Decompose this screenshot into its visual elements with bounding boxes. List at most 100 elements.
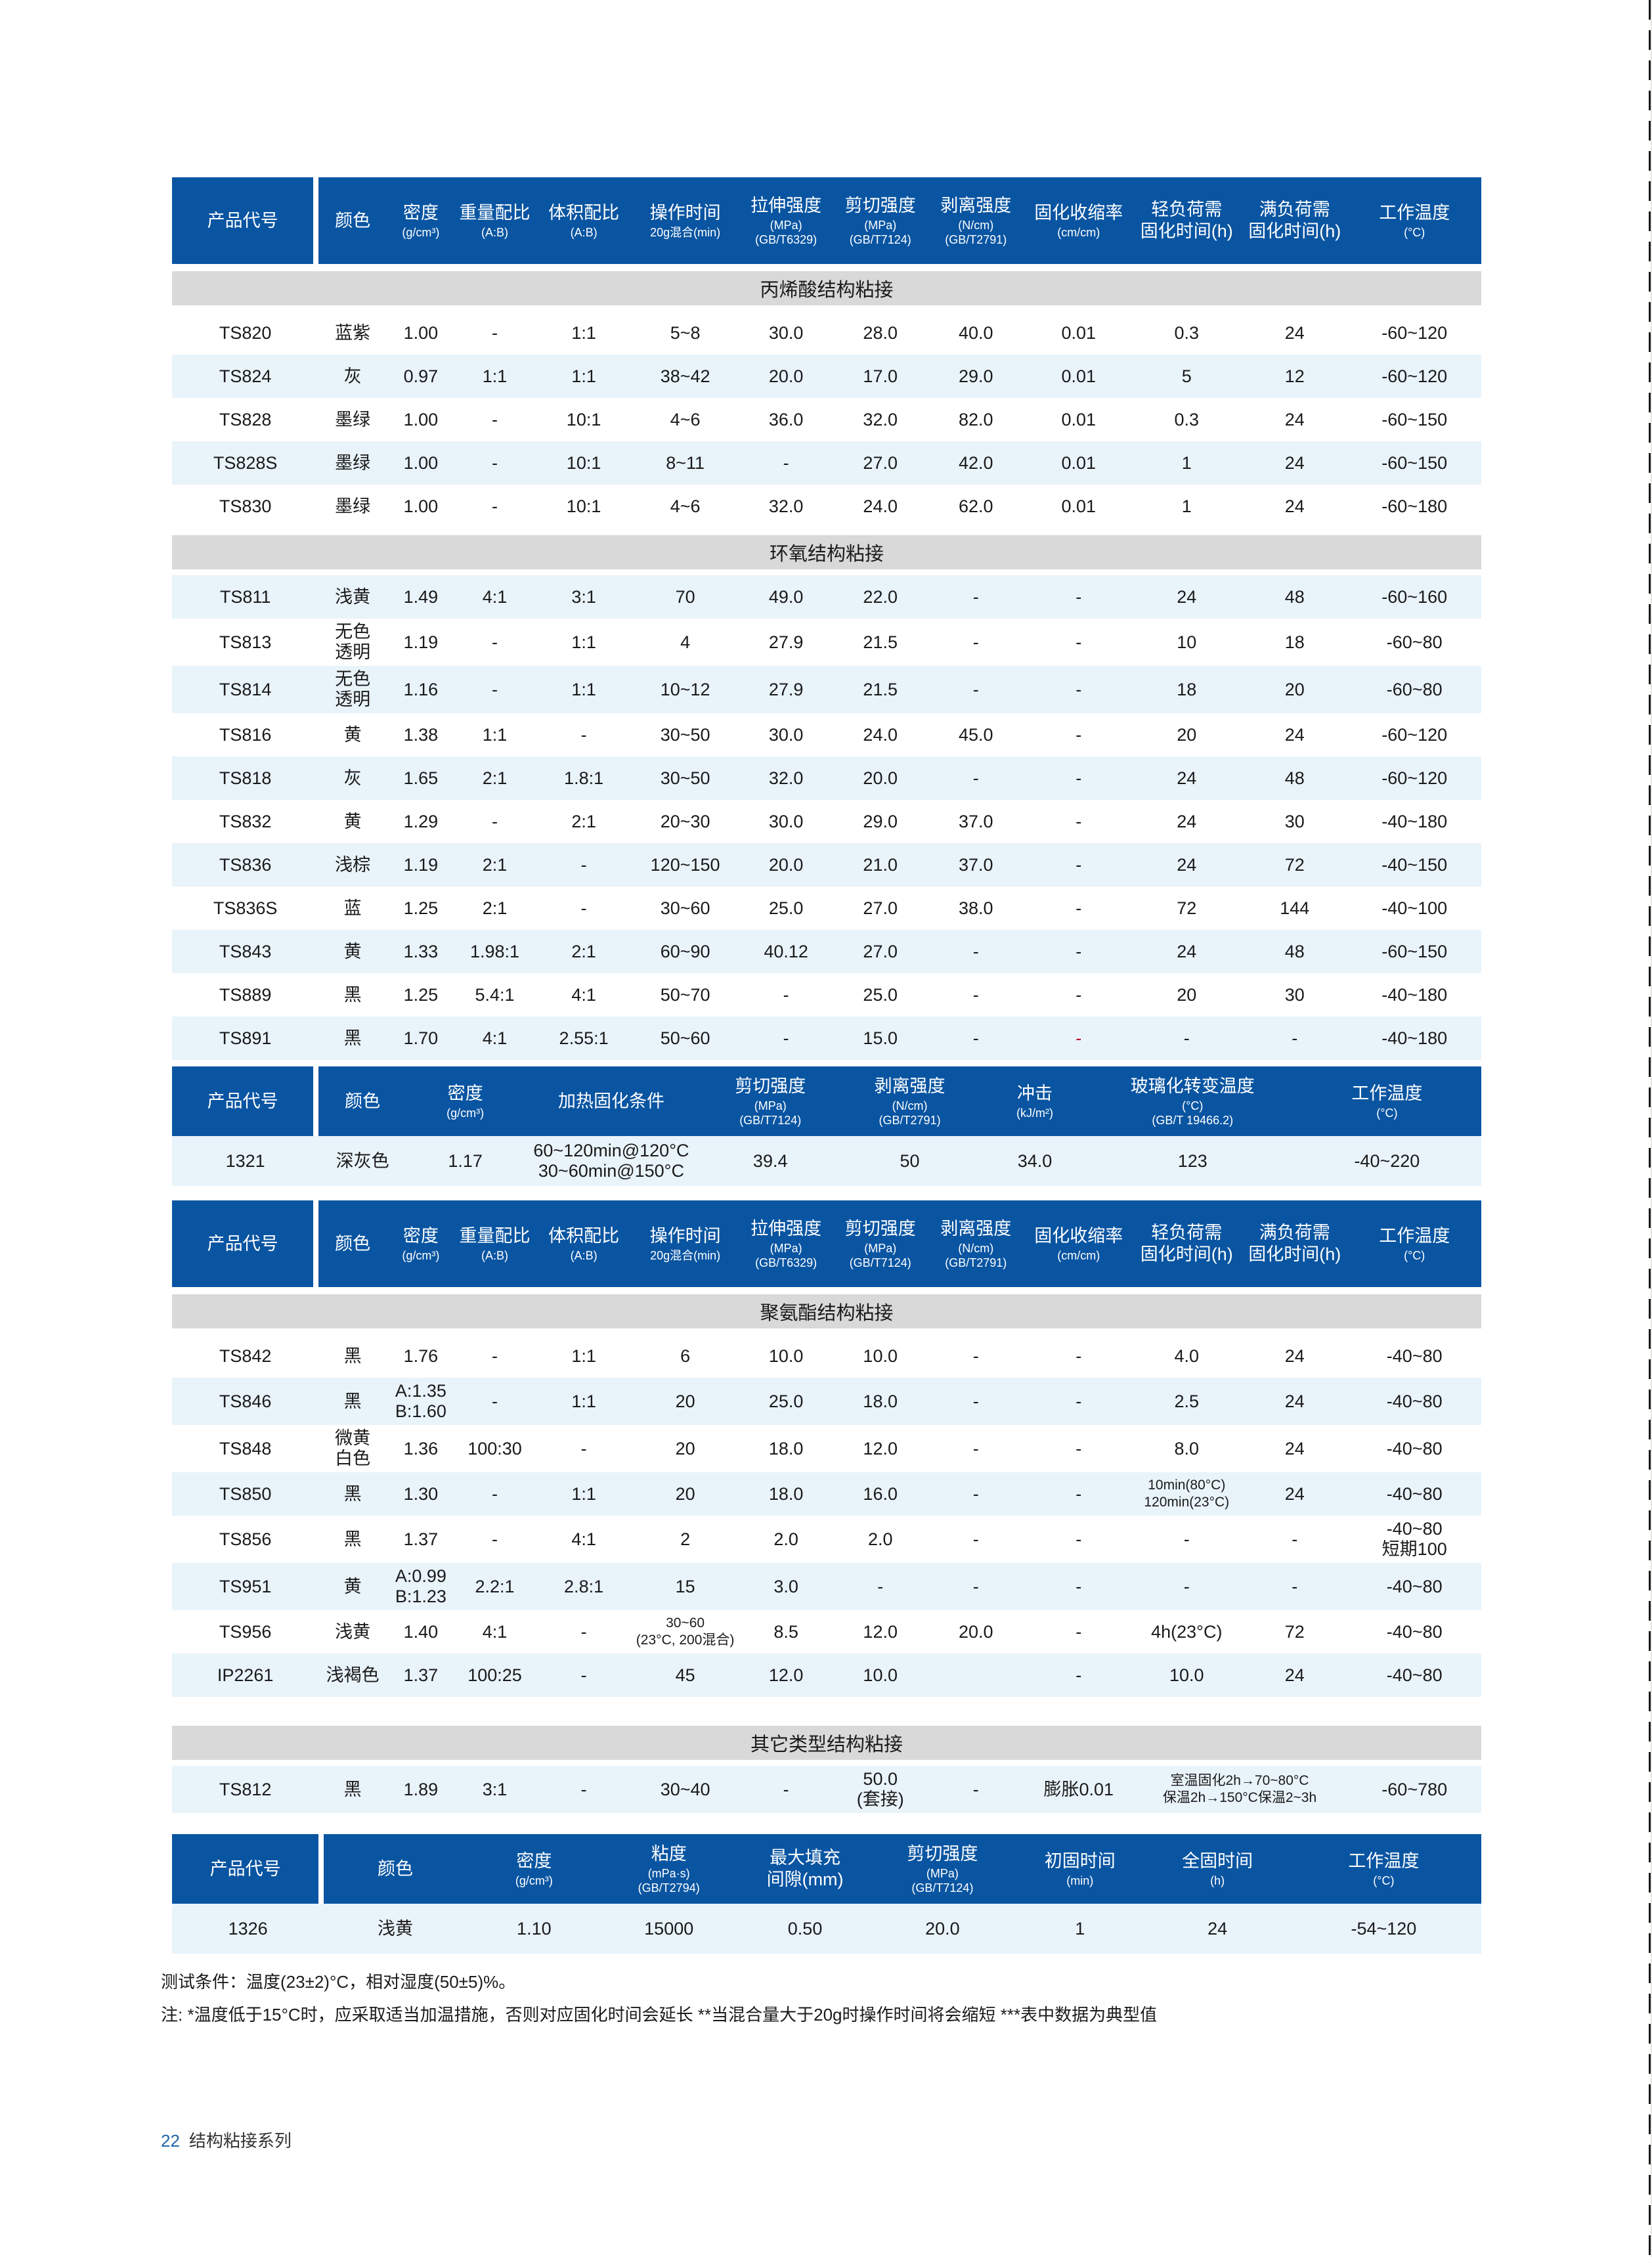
cell: 45.0 xyxy=(958,724,993,745)
cell: 36.0 xyxy=(768,409,804,429)
cell: 30.0 xyxy=(768,811,804,831)
cell: 10:1 xyxy=(566,452,601,473)
cell: 21.5 xyxy=(863,632,898,652)
cell: -60~780 xyxy=(1381,1779,1448,1799)
cell: 1.76 xyxy=(403,1346,439,1366)
cell: 38.0 xyxy=(958,898,993,918)
column-header-title: 固化收缩率 xyxy=(1034,1225,1123,1246)
column-header-unit: (mPa·s) (GB/T2794) xyxy=(638,1866,700,1895)
cell: 1:1 xyxy=(571,1483,596,1504)
column-header-unit: (cm/cm) xyxy=(1057,1248,1100,1262)
cell: 72 xyxy=(1177,898,1197,918)
column-header-title: 粘度 xyxy=(651,1843,687,1864)
cell: TS889 xyxy=(219,984,272,1005)
column-header-unit: (°C) (GB/T 19466.2) xyxy=(1152,1099,1234,1127)
cell: -40~220 xyxy=(1354,1150,1420,1171)
cell: 浅黄 xyxy=(335,586,371,607)
cell: 4:1 xyxy=(571,1529,596,1549)
cell: 1.16 xyxy=(403,679,439,699)
cell: 1:1 xyxy=(482,366,508,386)
column-header-unit: (N/cm) (GB/T2791) xyxy=(945,1241,1007,1269)
cell: - xyxy=(1076,1028,1082,1048)
column-header: 工作温度 (°C) xyxy=(1348,177,1481,264)
cell: -54~120 xyxy=(1351,1918,1417,1939)
table-row: TS820 蓝紫 1.00 - 1:1 5~8 30.0 28.0 40.0 0.01 0.3 24 -… xyxy=(172,311,1481,355)
cell: 18 xyxy=(1284,632,1305,652)
cell: 2:1 xyxy=(571,811,596,831)
column-header-unit: (A:B) xyxy=(481,1248,508,1262)
table-row: TS843 黄 1.33 1.98:1 2:1 60~90 40.12 27.0 - - 24 48 -… xyxy=(172,930,1481,973)
column-header: 密度 (g/cm³) xyxy=(387,1200,455,1287)
cell: - xyxy=(972,1779,979,1799)
table-row: TS812 黑 1.89 3:1 - 30~40 - 50.0 (套接) - 膨胀0.01 室温固化… xyxy=(172,1766,1481,1813)
cell: 24 xyxy=(1284,724,1305,745)
column-header: 拉伸强度 (MPa) (GB/T6329) xyxy=(737,1200,835,1287)
cell: -40~180 xyxy=(1381,1028,1448,1048)
column-header-unit: (N/cm) (GB/T2791) xyxy=(945,218,1007,246)
cell: - xyxy=(580,1665,587,1685)
cell: - xyxy=(580,1621,587,1642)
column-header-unit: (°C) xyxy=(1376,1106,1398,1120)
column-header-title: 剪切强度 xyxy=(844,195,916,215)
cell: TS842 xyxy=(219,1346,272,1366)
cell: 24 xyxy=(1284,1346,1305,1366)
table-row: TS891 黑 1.70 4:1 2.55:1 50~60 - 15.0 - - - - -40~180 xyxy=(172,1017,1481,1060)
cell: - xyxy=(1076,1391,1082,1411)
cell: 4:1 xyxy=(482,1621,508,1642)
cell: 8.0 xyxy=(1174,1438,1200,1458)
cell: 黄 xyxy=(343,1576,362,1596)
cell: 37.0 xyxy=(958,854,993,875)
cell: 2:1 xyxy=(571,941,596,961)
cell: 2:1 xyxy=(482,854,508,875)
cell: 50~60 xyxy=(660,1028,710,1048)
cell: -40~80 短期100 xyxy=(1381,1519,1447,1559)
cell: 20.0 xyxy=(863,768,898,788)
column-header-title: 产品代号 xyxy=(207,1233,278,1254)
cell: - xyxy=(972,1028,979,1048)
cell: 29.0 xyxy=(863,811,898,831)
column-header: 全固时间 (h) xyxy=(1148,1834,1286,1904)
cell: 30.0 xyxy=(768,724,804,745)
column-header-unit: (MPa) (GB/T7124) xyxy=(739,1099,802,1127)
heat-cure-spec-table: 产品代号 颜色 密度 (g/cm³) 加热固化条件 剪切强度 (MPa) (GB/T7124… xyxy=(172,1066,1481,1186)
cell: 0.3 xyxy=(1174,322,1200,343)
cell: TS843 xyxy=(219,941,272,961)
cell: 黑 xyxy=(343,1391,362,1411)
cell: 18.0 xyxy=(768,1438,804,1458)
column-header-title: 工作温度 xyxy=(1351,1083,1423,1103)
cell: 18.0 xyxy=(768,1483,804,1504)
cell: 24 xyxy=(1177,941,1197,961)
cell: 20~30 xyxy=(660,811,710,831)
cell: 48 xyxy=(1284,768,1305,788)
cell: 0.01 xyxy=(1061,366,1097,386)
column-header-title: 初固时间 xyxy=(1044,1851,1116,1871)
cell: 48 xyxy=(1284,586,1305,607)
cell: 黑 xyxy=(343,1346,362,1366)
table-row: TS836 浅棕 1.19 2:1 - 120~150 20.0 21.0 37.0 - 24 72 -… xyxy=(172,843,1481,887)
table-row: TS848 微黄 白色 1.36 100:30 - 20 18.0 12.0 - - 8.0 24 -4… xyxy=(172,1425,1481,1472)
cell: 2.2:1 xyxy=(475,1576,515,1596)
cell: - xyxy=(492,811,498,831)
cell: 10:1 xyxy=(566,409,601,429)
cell: 0.01 xyxy=(1061,322,1097,343)
cell: TS850 xyxy=(219,1483,272,1504)
cell: 25.0 xyxy=(768,898,804,918)
cell: 1.8:1 xyxy=(564,768,604,788)
cell: - xyxy=(1076,854,1082,875)
cell: 1.17 xyxy=(448,1150,483,1171)
cell: 1.00 xyxy=(403,409,439,429)
cell: 42.0 xyxy=(958,452,993,473)
column-header: 体积配比 (A:B) xyxy=(534,1200,633,1287)
cell: 0.3 xyxy=(1174,409,1200,429)
cell: 灰 xyxy=(343,768,362,788)
cell: 墨绿 xyxy=(335,452,371,473)
column-header-unit: (MPa) (GB/T7124) xyxy=(911,1866,974,1895)
cell: 黑 xyxy=(343,1529,362,1549)
column-header: 产品代号 xyxy=(172,1834,324,1904)
cell: - xyxy=(1076,1438,1082,1458)
column-header-unit: (g/cm³) xyxy=(515,1874,553,1887)
cell: 3.0 xyxy=(773,1576,798,1596)
table-row: TS956 浅黄 1.40 4:1 - 30~60 (23°C, 200混合) 8.5 12.… xyxy=(172,1610,1481,1654)
cell: - xyxy=(580,1438,587,1458)
